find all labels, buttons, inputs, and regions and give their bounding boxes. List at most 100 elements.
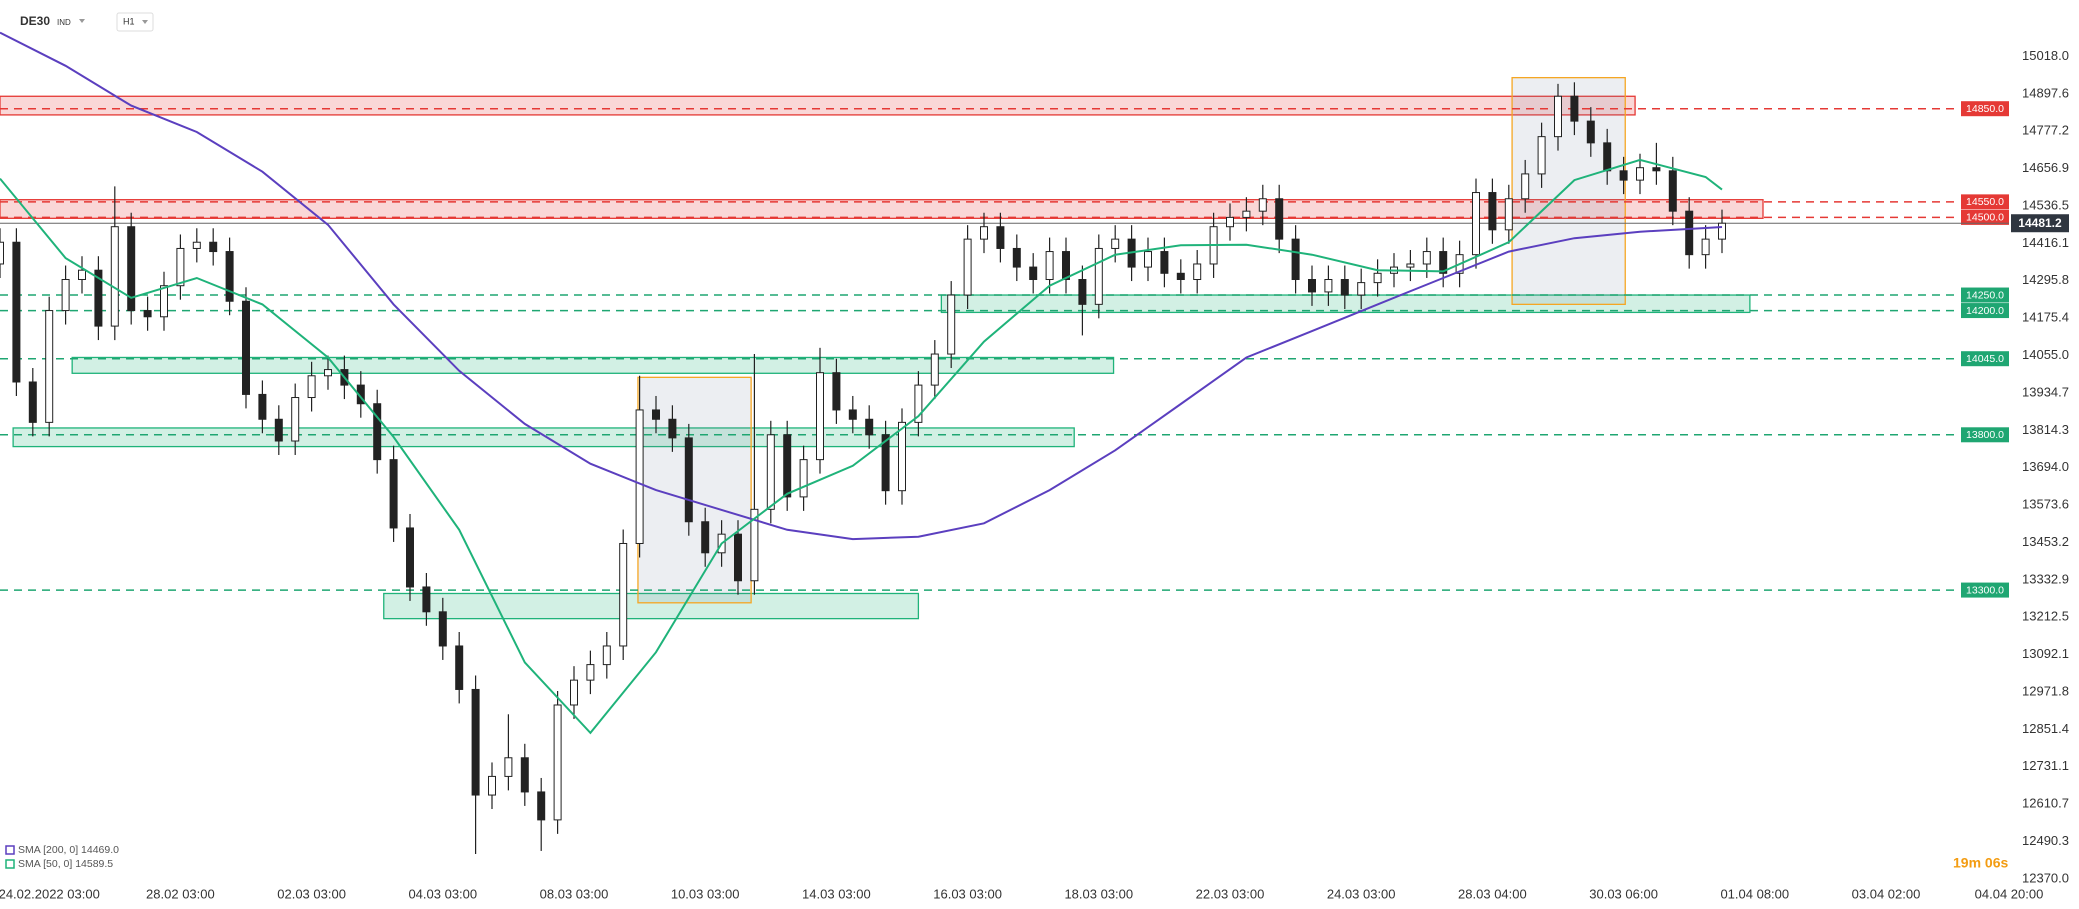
candle-body (898, 421, 906, 492)
interval-button[interactable] (116, 12, 154, 32)
candle-body (832, 372, 841, 411)
candle-body (324, 369, 332, 377)
y-tick-label: 14295.8 (2022, 272, 2069, 287)
level-label: 14200.0 (1966, 305, 2004, 317)
candle-body (799, 459, 808, 498)
legend-icon (5, 859, 15, 869)
interval[interactable]: H1 (123, 16, 135, 26)
candle-body (1652, 167, 1661, 172)
candle-body (520, 757, 529, 793)
candle-body (455, 645, 464, 690)
y-tick-label: 13573.6 (2022, 497, 2069, 512)
sma-lines: SMA [200, 0] 14469.0 SMA [50, 0] 14589.5 (0, 31, 1723, 870)
level-tag (1961, 101, 2009, 117)
y-tick-label: 14055.0 (2022, 347, 2069, 362)
candle-body (553, 704, 562, 821)
y-tick-label: 12490.3 (2022, 833, 2069, 848)
candle-body (750, 508, 759, 582)
x-tick-label: 14.03 03:00 (802, 886, 871, 901)
candle-body (160, 285, 168, 318)
candle-body (865, 418, 874, 436)
x-tick-label: 18.03 03:00 (1064, 886, 1133, 901)
x-tick-label: 24.02.2022 03:00 (0, 886, 100, 901)
market: IND (57, 18, 71, 27)
candle-body (766, 434, 775, 510)
y-tick-label: 14656.9 (2022, 160, 2069, 175)
y-tick-label: 13694.0 (2022, 459, 2069, 474)
candle-body (980, 226, 988, 240)
candle-body (242, 300, 250, 395)
caret (79, 19, 85, 23)
candle-body (1308, 279, 1316, 293)
level-tag (1961, 287, 2009, 303)
candle-body (1603, 142, 1612, 172)
y-tick-label: 13332.9 (2022, 571, 2069, 586)
candle-body (1685, 210, 1694, 256)
candles (0, 82, 1726, 855)
level-tag (1961, 209, 2009, 225)
candle-body (143, 310, 152, 318)
candle-body (12, 241, 21, 383)
x-tick-label: 24.03 03:00 (1327, 886, 1396, 901)
candle-body (1226, 216, 1234, 228)
candle-body (586, 664, 595, 681)
candle-body (1012, 247, 1021, 268)
candle-body (848, 409, 857, 420)
candle-body (1521, 173, 1530, 200)
x-tick-label: 04.04 20:00 (1975, 886, 2044, 901)
y-tick-label: 13934.7 (2022, 384, 2069, 399)
candle-body (1078, 279, 1087, 305)
candle-body (1193, 263, 1202, 281)
y-tick-label: 14536.5 (2022, 197, 2069, 212)
x-tick-label: 04.03 03:00 (408, 886, 477, 901)
candle-body (930, 353, 939, 386)
y-tick-label: 12971.8 (2022, 683, 2069, 698)
level-label: 14550.0 (1966, 196, 2004, 208)
y-tick-label: 13814.3 (2022, 422, 2069, 437)
candle-body (291, 397, 300, 442)
candle-body (1094, 247, 1103, 305)
candle-body (684, 437, 693, 523)
y-tick-label: 12731.1 (2022, 758, 2069, 773)
price-zone (383, 592, 920, 620)
caret (142, 20, 148, 24)
level-tag (1961, 351, 2009, 367)
candle-body (504, 757, 513, 777)
y-tick-label: 14897.6 (2022, 85, 2069, 100)
candle-body (914, 384, 923, 423)
candle-body (1586, 120, 1595, 144)
candle-body (1570, 95, 1579, 122)
candle-body (176, 247, 185, 287)
candle-body (422, 586, 431, 613)
candle-body (963, 238, 972, 296)
candle-body (1258, 198, 1267, 212)
candle-body (78, 269, 86, 281)
x-tick-label: 30.03 06:00 (1589, 886, 1658, 901)
candle-body (373, 403, 382, 461)
candle-body (471, 688, 480, 796)
countdown: 19m 06s (1953, 855, 2008, 871)
sma-line (0, 158, 1723, 735)
highlight-box (1511, 76, 1626, 306)
candle-body (1340, 279, 1349, 296)
x-tick-label: 28.02 03:00 (146, 886, 215, 901)
candle-body (406, 527, 414, 588)
candle-body (45, 310, 54, 423)
level-tag (1961, 582, 2009, 598)
x-tick-label: 02.03 03:00 (277, 886, 346, 901)
candle-body (1504, 198, 1513, 231)
candle-body (1062, 251, 1070, 281)
level-label: 14250.0 (1966, 289, 2004, 301)
candle-body (110, 226, 119, 327)
x-tick-label: 01.04 08:00 (1720, 886, 1789, 901)
candle-body (1472, 192, 1480, 256)
y-tick-label: 14777.2 (2022, 123, 2069, 138)
x-tick-label: 10.03 03:00 (671, 886, 740, 901)
candle-body (94, 269, 103, 327)
axes: 15018.0 14897.6 14777.2 14656.9 14536.5 14416… (0, 48, 2069, 901)
x-tick-label: 28.03 04:00 (1458, 886, 1527, 901)
y-tick-label: 14416.1 (2022, 235, 2069, 250)
candle-body (1045, 251, 1054, 281)
